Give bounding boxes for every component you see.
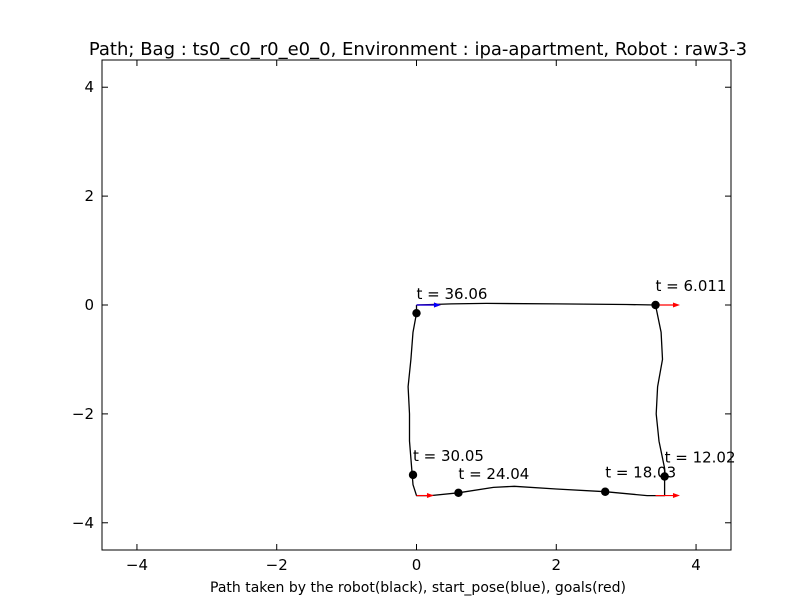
time-marker-label: t = 6.011 [656, 277, 727, 295]
time-marker-label: t = 18.03 [605, 464, 676, 482]
time-marker-label: t = 36.06 [417, 285, 488, 303]
start-pose-arrow [416, 302, 441, 308]
goal-arrow-head [672, 493, 680, 499]
x-tick-label: 4 [691, 556, 701, 574]
time-marker-label: t = 30.05 [413, 447, 484, 465]
y-tick-label: −2 [72, 405, 94, 423]
goal-arrow-head [426, 493, 434, 499]
x-tick-label: 0 [412, 556, 422, 574]
x-axis-label: Path taken by the robot(black), start_po… [210, 580, 626, 596]
time-marker [408, 470, 418, 480]
y-axis: −4 −2 0 2 4 [72, 78, 731, 532]
start-pose-arrow-head [433, 302, 441, 308]
y-tick-label: 0 [84, 296, 94, 314]
y-tick-label: 4 [84, 78, 94, 96]
chart-title: Path; Bag : ts0_c0_r0_e0_0, Environment … [89, 39, 747, 60]
time-marker [412, 308, 421, 318]
time-marker-label: t = 24.04 [458, 465, 529, 483]
y-tick-label: 2 [84, 187, 94, 205]
goal-arrow [655, 493, 680, 499]
time-marker-label: t = 12.02 [665, 449, 736, 467]
y-tick-label: −4 [72, 514, 94, 532]
time-marker [454, 488, 463, 498]
x-tick-label: −4 [126, 556, 148, 574]
time-marker [651, 300, 660, 310]
time-marker [601, 487, 610, 496]
x-tick-label: 2 [552, 556, 562, 574]
goal-arrow [416, 493, 434, 499]
x-axis: −4 −2 0 2 4 [126, 60, 701, 574]
goal-arrow-head [672, 302, 680, 308]
time-marker [660, 472, 669, 481]
x-tick-label: −2 [266, 556, 288, 574]
